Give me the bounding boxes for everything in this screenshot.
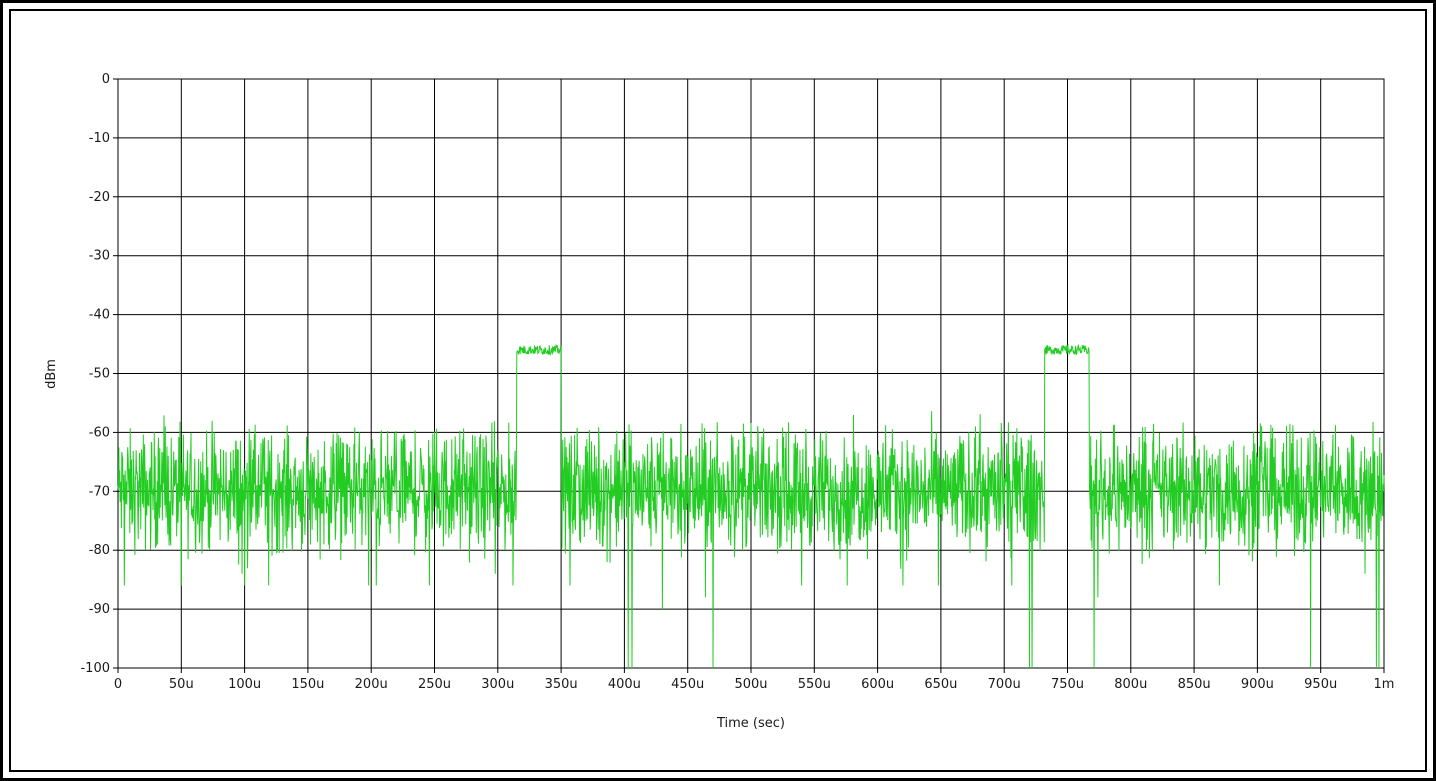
x-axis-ticks: 0 50u 100u 150u 200u 250u 300u 350u 400u 450u 500u… [114, 668, 1395, 692]
x-tick-label: 500u [734, 677, 767, 692]
x-tick-label: 700u [988, 677, 1021, 692]
x-tick-label: 50u [169, 677, 194, 692]
x-tick-label: 950u [1304, 677, 1337, 692]
y-axis-label: dBm [44, 359, 59, 389]
y-tick-label: -80 [89, 543, 110, 558]
y-tick-label: -10 [89, 131, 110, 146]
x-axis-label: Time (sec) [716, 716, 785, 731]
x-tick-label: 550u [798, 677, 831, 692]
x-tick-label: 750u [1051, 677, 1084, 692]
y-tick-label: -70 [89, 484, 110, 499]
y-tick-label: -100 [80, 661, 110, 676]
x-tick-label: 300u [481, 677, 514, 692]
x-tick-label: 800u [1114, 677, 1147, 692]
x-tick-label: 100u [228, 677, 261, 692]
y-tick-label: -20 [89, 190, 110, 205]
x-tick-label: 0 [114, 677, 122, 692]
y-axis-ticks: 0 -10 -20 -30 -40 -50 -60 -70 -80 -90 -100 [80, 72, 118, 676]
y-tick-label: -50 [89, 367, 110, 382]
y-tick-label: -90 [89, 602, 110, 617]
y-tick-label: -60 [89, 425, 110, 440]
x-tick-label: 200u [355, 677, 388, 692]
grid-lines [117, 78, 1385, 669]
y-tick-label: 0 [102, 72, 110, 87]
x-tick-label: 400u [608, 677, 641, 692]
x-tick-label: 350u [545, 677, 578, 692]
x-tick-label: 850u [1178, 677, 1211, 692]
x-tick-label: 600u [861, 677, 894, 692]
x-tick-label: 1m [1374, 677, 1395, 692]
x-tick-label: 150u [291, 677, 324, 692]
x-tick-label: 450u [671, 677, 704, 692]
y-tick-label: -40 [89, 308, 110, 323]
x-tick-label: 250u [418, 677, 451, 692]
y-tick-label: -30 [89, 249, 110, 264]
x-tick-label: 650u [924, 677, 957, 692]
series-line [117, 343, 1385, 669]
x-tick-label: 900u [1241, 677, 1274, 692]
signal-trace [117, 343, 1385, 669]
